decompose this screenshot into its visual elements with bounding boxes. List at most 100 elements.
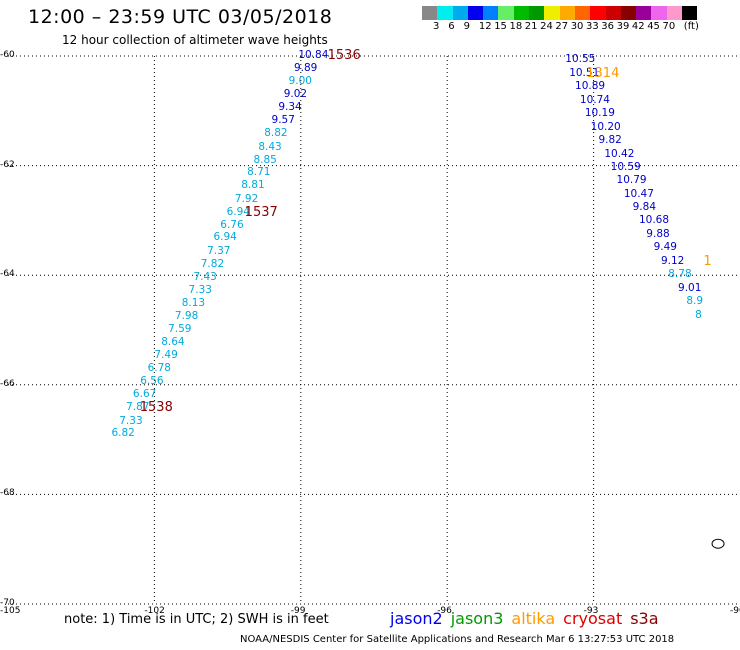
map-subtitle: 12 hour collection of altimeter wave hei… [62, 33, 328, 47]
legend-tick-label: 45 [647, 21, 660, 32]
wave-height-value: 7.33 [119, 414, 143, 427]
wave-height-value: 6.56 [140, 375, 164, 388]
lon-label: -105 [0, 606, 21, 616]
wave-height-value: 10.74 [579, 93, 610, 106]
wave-height-value: 8.71 [247, 166, 271, 179]
legend-tick-label: (ft) [683, 21, 699, 32]
wave-height-value: 8.81 [241, 179, 265, 192]
satellite-legend-entry: jason2 [390, 609, 443, 628]
wave-height-value: 7.87 [126, 401, 150, 414]
map-plot-area: -60 -62 -64 -66 -68 -70-105 -102 -99 -96 -93 -90 10… [0, 48, 740, 616]
pass-number-label: 1314 [586, 66, 620, 82]
legend-swatch [422, 6, 438, 20]
color-legend-ticks: 3 6 9 12 15 18 21 24 27 30 33 36 39 42 45 70 (ft) [422, 21, 732, 33]
lat-label: -68 [0, 488, 15, 499]
wave-height-value: 9.84 [632, 201, 657, 214]
wave-height-value: 10.42 [604, 147, 635, 160]
wave-height-value: 8.78 [668, 268, 692, 281]
wave-height-value: 10.51 [569, 67, 600, 80]
map-canvas [8, 55, 740, 605]
units-note: note: 1) Time is in UTC; 2) SWH is in fe… [64, 612, 329, 627]
wave-height-value: 9.49 [653, 241, 677, 254]
wave-height-value: 6.94 [213, 231, 237, 244]
legend-tick-label: 6 [448, 21, 455, 32]
wave-height-value: 9.34 [278, 101, 302, 114]
wave-height-value: 9.01 [678, 281, 702, 294]
wave-height-value: 9.88 [646, 228, 670, 241]
satellite-legend-entry: jason3 [450, 609, 504, 628]
credit-footer: NOAA/NESDIS Center for Satellite Applica… [240, 634, 675, 645]
satellite-legend-entry: altika [511, 609, 556, 628]
legend-tick-label: 70 [662, 21, 676, 32]
lon-label: -90 [730, 606, 740, 616]
wave-height-value: 6.76 [220, 218, 244, 231]
pass-number-label: 1536 [327, 48, 361, 63]
legend-swatch [529, 6, 545, 20]
wave-height-value: 10.19 [584, 107, 615, 120]
legend-swatch [682, 6, 698, 20]
legend-tick-label: 18 [509, 21, 523, 32]
pass-number-label: 1538 [139, 400, 173, 416]
wave-height-value: 9.02 [283, 88, 308, 101]
legend-tick-label: 27 [555, 21, 569, 32]
wave-height-value: 10.59 [610, 160, 641, 173]
wave-height-value: 7.43 [193, 270, 217, 283]
map-title: 12:00 – 23:59 UTC 03/05/2018 [28, 6, 333, 28]
pass-number-label: 1 [703, 254, 712, 270]
lon-label: -99 [290, 606, 306, 616]
lat-label: -64 [0, 269, 15, 280]
legend-swatch [636, 6, 652, 20]
legend-tick-label: 30 [570, 21, 584, 32]
legend-swatch [544, 6, 560, 20]
wave-height-value: 9.12 [660, 255, 685, 268]
legend-swatch [590, 6, 606, 20]
lat-label: -60 [0, 50, 15, 60]
wave-height-value: 7.33 [188, 284, 212, 297]
legend-tick-label: 9 [463, 21, 470, 32]
wave-height-value: 7.37 [207, 244, 231, 257]
wave-height-value: 7.82 [200, 257, 225, 270]
wave-height-value: 8.64 [161, 336, 185, 349]
satellite-legend-entry: cryosat [563, 609, 623, 628]
wave-height-value: 8.9 [686, 295, 704, 308]
lon-label: -102 [144, 606, 165, 616]
island-outline [711, 538, 725, 549]
wave-height-value: 10.20 [590, 120, 621, 133]
legend-swatch [620, 6, 637, 20]
lat-label: -66 [0, 378, 15, 389]
wave-height-value: 10.68 [638, 214, 670, 227]
wave-height-value: 8.82 [264, 127, 288, 140]
wave-height-value: 10.84 [298, 49, 329, 61]
wave-height-value: 9.57 [271, 114, 295, 127]
wave-height-value: 8.85 [253, 153, 277, 166]
lat-label: -70 [0, 598, 15, 608]
lat-label: -62 [0, 159, 15, 170]
legend-swatch [574, 6, 591, 20]
legend-tick-label: 39 [616, 21, 630, 32]
wave-height-value: 10.55 [565, 53, 596, 66]
satellite-legend-entry: s3a [630, 609, 659, 628]
pass-number-label: 1537 [244, 204, 278, 220]
wave-height-value: 8.43 [258, 140, 282, 153]
legend-swatch [651, 6, 667, 20]
legend-swatch [452, 6, 468, 20]
legend-tick-label: 33 [586, 21, 599, 32]
wave-height-value: 7.59 [168, 323, 192, 335]
legend-swatch [666, 6, 683, 20]
wave-height-value: 9.82 [598, 133, 622, 146]
wave-height-value: 7.49 [154, 349, 178, 362]
wave-height-value: 6.82 [111, 427, 135, 440]
legend-tick-label: 12 [478, 21, 492, 32]
wave-height-value: 10.47 [623, 187, 654, 200]
legend-swatch [559, 6, 575, 20]
wave-height-value: 10.89 [575, 80, 606, 93]
legend-swatch [483, 6, 499, 20]
wave-height-value: 7.92 [234, 192, 259, 205]
wave-height-value: 9.89 [293, 62, 318, 75]
legend-tick-label: 21 [524, 21, 538, 32]
lon-label: -96 [437, 606, 452, 616]
wave-height-value: 7.98 [174, 309, 199, 322]
wave-height-value: 8 [695, 308, 702, 321]
legend-tick-label: 15 [494, 21, 507, 32]
lon-label: -93 [583, 606, 599, 616]
